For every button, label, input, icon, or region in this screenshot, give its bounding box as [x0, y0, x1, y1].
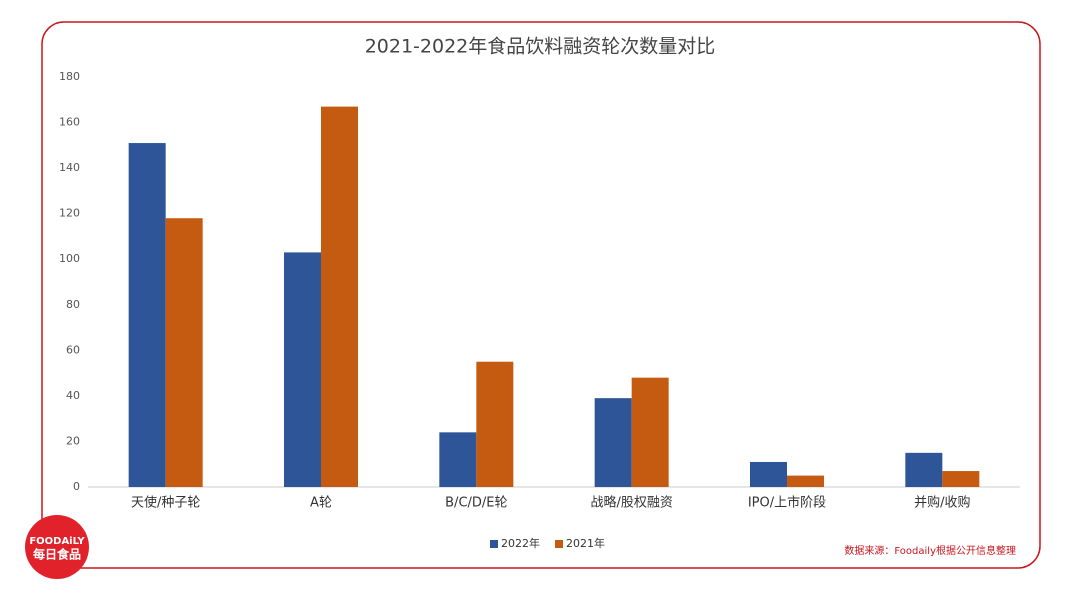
y-tick-label: 40 [66, 389, 80, 402]
bar [476, 361, 514, 487]
logo-name: FOODAiLY [29, 536, 85, 547]
legend-label: 2022年 [501, 536, 540, 550]
bar [631, 377, 669, 487]
y-tick-label: 140 [59, 161, 80, 174]
x-tick-label: 并购/收购 [914, 495, 970, 511]
source-note: 数据来源：Foodaily根据公开信息整理 [844, 544, 1016, 557]
bar [942, 471, 980, 487]
bar [787, 475, 824, 487]
bar [750, 461, 787, 487]
y-tick-label: 120 [59, 207, 80, 220]
bar [439, 432, 477, 487]
y-tick-label: 100 [59, 252, 80, 265]
bar [321, 106, 358, 487]
legend-label: 2021年 [566, 536, 605, 550]
bar [128, 143, 166, 488]
logo: FOODAiLY 每日食品 [25, 515, 89, 579]
legend-swatch [555, 540, 563, 548]
y-tick-label: 80 [66, 298, 80, 311]
legend-swatch [490, 540, 498, 548]
x-tick-label: B/C/D/E轮 [445, 496, 507, 511]
logo-cn: 每日食品 [33, 547, 81, 562]
y-tick-label: 180 [59, 70, 80, 83]
bar [284, 252, 321, 487]
chart-title: 2021-2022年食品饮料融资轮次数量对比 [365, 36, 716, 58]
bar [165, 218, 203, 487]
bar [905, 452, 943, 487]
y-tick-label: 0 [73, 480, 80, 493]
logo-circle [25, 515, 89, 579]
x-tick-label: 战略/股权融资 [590, 495, 672, 511]
x-tick-label: 天使/种子轮 [131, 495, 200, 511]
y-tick-label: 60 [66, 343, 80, 356]
y-tick-label: 160 [59, 116, 80, 129]
x-tick-label: A轮 [310, 496, 332, 511]
y-tick-label: 20 [66, 434, 80, 447]
bar [594, 398, 632, 487]
x-tick-label: IPO/上市阶段 [748, 495, 826, 511]
